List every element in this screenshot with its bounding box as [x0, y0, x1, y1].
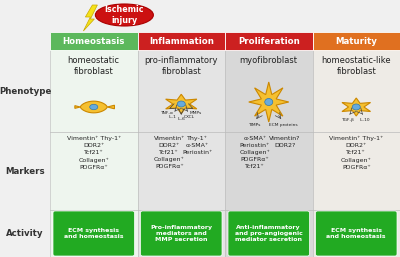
Text: IL-1: IL-1	[169, 115, 177, 119]
Ellipse shape	[265, 98, 273, 106]
FancyBboxPatch shape	[53, 211, 134, 256]
Polygon shape	[107, 105, 114, 109]
Text: Maturity: Maturity	[335, 36, 377, 45]
Polygon shape	[75, 106, 80, 108]
Text: Vimentin⁺ Thy-1⁺
DDR2⁺
Tcf21⁺
Collagen⁺
PDGFRα⁺: Vimentin⁺ Thy-1⁺ DDR2⁺ Tcf21⁺ Collagen⁺ …	[329, 136, 383, 170]
Text: Ischemic
injury: Ischemic injury	[105, 5, 144, 25]
Text: myofibroblast: myofibroblast	[240, 56, 298, 65]
Text: Markers: Markers	[5, 167, 45, 176]
FancyBboxPatch shape	[225, 32, 312, 257]
Text: Vimentin⁺ Thy-1⁺
DDR2⁺
Tcf21⁺
Collagen⁺
PDGFRα⁺: Vimentin⁺ Thy-1⁺ DDR2⁺ Tcf21⁺ Collagen⁺ …	[67, 136, 121, 170]
Text: IL-10: IL-10	[360, 118, 370, 122]
Text: MMPs: MMPs	[190, 111, 202, 115]
Text: CXCL: CXCL	[184, 115, 195, 119]
Text: homeostatic
fibroblast: homeostatic fibroblast	[68, 56, 120, 76]
FancyBboxPatch shape	[228, 211, 310, 256]
FancyBboxPatch shape	[138, 32, 225, 50]
Text: Activity: Activity	[6, 229, 44, 238]
Text: TIMPs: TIMPs	[248, 123, 261, 127]
Text: Anti-inflammatory
and pro-angiogenic
mediator secretion: Anti-inflammatory and pro-angiogenic med…	[235, 225, 303, 242]
FancyBboxPatch shape	[312, 32, 400, 257]
Text: TGF-β: TGF-β	[341, 118, 354, 122]
Ellipse shape	[352, 104, 360, 110]
Text: Vimentin⁺
DDR2⁺
Tcf21⁺
Collagen⁺
PDGFRα⁺: Vimentin⁺ DDR2⁺ Tcf21⁺ Collagen⁺ PDGFRα⁺	[154, 136, 185, 169]
Text: homeostatic-like
fibroblast: homeostatic-like fibroblast	[322, 56, 391, 76]
Ellipse shape	[177, 101, 185, 107]
FancyBboxPatch shape	[50, 32, 138, 50]
FancyBboxPatch shape	[50, 32, 138, 257]
Text: Vimentin?
DDR2?: Vimentin? DDR2?	[269, 136, 300, 148]
Text: TNF-α: TNF-α	[160, 111, 173, 115]
Text: Homeostasis: Homeostasis	[62, 36, 125, 45]
Text: Proliferation: Proliferation	[238, 36, 300, 45]
Text: ECM synthesis
and homeostasis: ECM synthesis and homeostasis	[326, 228, 386, 239]
Text: Pro-inflammatory
mediators and
MMP secretion: Pro-inflammatory mediators and MMP secre…	[150, 225, 212, 242]
Polygon shape	[249, 82, 289, 122]
Ellipse shape	[90, 104, 98, 110]
Text: α-SMA⁺
Periostin⁺
Collagen⁺
PDGFRα⁺
Tcf21⁺: α-SMA⁺ Periostin⁺ Collagen⁺ PDGFRα⁺ Tcf2…	[239, 136, 270, 169]
Polygon shape	[342, 98, 370, 116]
Text: ECM synthesis
and homeostasis: ECM synthesis and homeostasis	[64, 228, 124, 239]
Polygon shape	[80, 101, 107, 113]
Text: ECM proteins: ECM proteins	[268, 123, 297, 127]
Text: pro-inflammatory
fibroblast: pro-inflammatory fibroblast	[144, 56, 218, 76]
Polygon shape	[83, 5, 97, 31]
Text: IL-6: IL-6	[177, 117, 185, 121]
FancyBboxPatch shape	[138, 32, 225, 257]
FancyBboxPatch shape	[0, 32, 50, 257]
Polygon shape	[166, 94, 197, 114]
Text: Phenotype: Phenotype	[0, 87, 51, 96]
FancyBboxPatch shape	[316, 211, 397, 256]
FancyBboxPatch shape	[225, 32, 312, 50]
FancyBboxPatch shape	[140, 211, 222, 256]
FancyBboxPatch shape	[312, 32, 400, 50]
Ellipse shape	[95, 4, 153, 26]
Text: Inflammation: Inflammation	[149, 36, 214, 45]
Text: Thy-1⁺
α-SMA⁺
Periostin⁺: Thy-1⁺ α-SMA⁺ Periostin⁺	[182, 136, 212, 155]
